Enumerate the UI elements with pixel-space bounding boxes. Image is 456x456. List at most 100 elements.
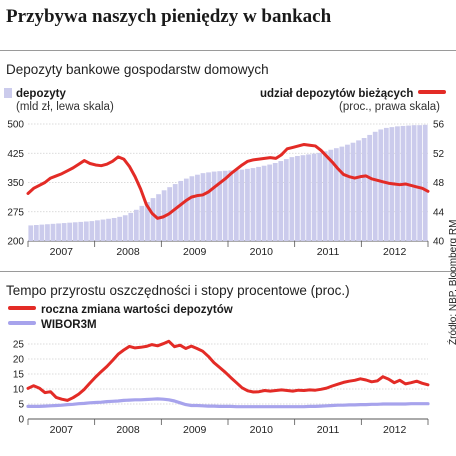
deposit-bar (95, 220, 100, 241)
deposit-bar (67, 222, 73, 241)
chart2-y-tick-label: 20 (13, 355, 25, 366)
deposit-bar (122, 215, 128, 241)
deposit-bar (250, 168, 256, 241)
deposit-bar (228, 170, 234, 241)
deposit-bar (411, 125, 417, 241)
deposit-bar (50, 223, 56, 241)
chart1-left-tick-label: 500 (7, 120, 24, 131)
chart1-left-tick-label: 425 (7, 149, 24, 160)
deposit-bar (422, 124, 428, 241)
deposit-bar (345, 144, 350, 241)
chart2-legend-wibor: WIBOR3M (8, 319, 97, 332)
deposit-bar (217, 171, 223, 241)
deposit-bar (322, 151, 328, 241)
deposit-bar (128, 212, 134, 241)
deposit-bar (83, 221, 89, 241)
deposit-bar (361, 138, 367, 241)
legend-wibor-name: WIBOR3M (41, 319, 97, 331)
legend-deposits-change-name: roczna zmiana wartości depozytów (41, 304, 233, 316)
legend-deposits-name: depozyty (16, 88, 66, 100)
deposit-bar (150, 198, 156, 241)
chart1-left-tick-label: 350 (7, 178, 24, 189)
chart2-x-tick-label: 2011 (317, 424, 340, 436)
chart1-right-tick-label: 40 (433, 237, 445, 248)
deposit-bar (261, 165, 267, 241)
deposit-bar (367, 134, 373, 241)
chart2-y-tick-label: 0 (18, 415, 24, 426)
chart2-y-tick-label: 10 (13, 385, 25, 396)
deposit-bar (233, 170, 239, 241)
deposit-bar (106, 218, 111, 241)
chart1-x-tick-label: 2007 (50, 246, 74, 258)
deposit-bar (350, 142, 356, 241)
deposit-bar (111, 217, 117, 241)
deposits-change-swatch (8, 306, 36, 310)
deposit-bar (356, 140, 361, 241)
deposit-bar (206, 172, 211, 241)
deposit-bar (283, 159, 289, 241)
deposit-bar (33, 225, 39, 241)
deposit-bar (306, 154, 311, 241)
chart1-left-tick-label: 200 (7, 237, 24, 248)
deposit-bar (145, 202, 150, 241)
chart1-x-tick-label: 2012 (383, 246, 407, 258)
deposit-bar (222, 170, 228, 241)
series-line-current-deposit-share (26, 142, 430, 220)
deposit-bar (272, 163, 278, 241)
legend-deposits-unit: (mld zł, lewa skala) (16, 101, 114, 113)
deposit-bar (61, 223, 67, 241)
chart1-right-tick-label: 56 (433, 120, 445, 131)
chart1-x-tick-label: 2009 (183, 246, 207, 258)
deposit-bar (311, 153, 317, 241)
chart2-x-tick-label: 2008 (116, 424, 140, 436)
deposit-bar (117, 216, 123, 241)
chart1-left-tick-label: 275 (7, 207, 24, 218)
deposit-bar (328, 149, 334, 241)
chart2-x-tick-label: 2009 (183, 424, 207, 436)
page-title: Przybywa naszych pieniędzy w bankach (6, 6, 332, 27)
chart1-x-tick-label: 2008 (116, 246, 140, 258)
deposit-bar (211, 171, 217, 241)
deposit-bar (339, 146, 345, 241)
chart1-x-tick-label: 2010 (250, 246, 274, 258)
chart1-title: Depozyty bankowe gospodarstw domowych (6, 62, 269, 77)
chart1-right-tick-label: 52 (433, 149, 445, 160)
chart1-legend-deposits: depozyty (mld zł, lewa skala) (4, 88, 114, 114)
deposit-bar (256, 166, 261, 241)
deposit-bar (189, 176, 195, 241)
legend-share-name: udział depozytów bieżących (260, 88, 414, 100)
divider-top (0, 50, 456, 51)
chart2-y-tick-label: 15 (13, 370, 25, 381)
deposit-bar (372, 131, 378, 241)
chart2-x-tick-label: 2007 (50, 424, 74, 436)
chart2-y-tick-label: 5 (18, 400, 24, 411)
chart2-y-tick-label: 25 (13, 340, 25, 351)
deposit-bar (45, 224, 50, 241)
chart1-right-tick-label: 44 (433, 207, 445, 218)
chart1-x-tick-label: 2011 (317, 246, 340, 258)
deposit-bar (333, 148, 339, 241)
wibor-swatch (8, 321, 36, 325)
chart2-x-tick-label: 2010 (250, 424, 274, 436)
deposit-bar (300, 155, 306, 241)
deposit-bar (295, 155, 300, 241)
share-swatch (418, 90, 447, 94)
deposit-bar (183, 178, 189, 241)
deposit-bar (378, 129, 384, 241)
deposit-bar (200, 173, 206, 241)
deposit-bar (267, 164, 273, 241)
series-line-wibor3m (26, 397, 430, 409)
chart2-legend-deposits-change: roczna zmiana wartości depozytów (8, 304, 233, 317)
deposit-bar (383, 127, 389, 241)
divider-middle (0, 271, 456, 272)
deposit-bar (245, 168, 250, 241)
deposits-swatch (4, 88, 12, 98)
series-line-deposit-change (26, 339, 430, 402)
legend-share-unit: (proc., prawa skala) (339, 101, 440, 113)
deposit-bar (56, 223, 61, 241)
deposit-bar (133, 209, 139, 241)
deposit-bar (39, 224, 45, 241)
deposit-bar (289, 157, 295, 241)
deposit-bar (317, 152, 323, 241)
